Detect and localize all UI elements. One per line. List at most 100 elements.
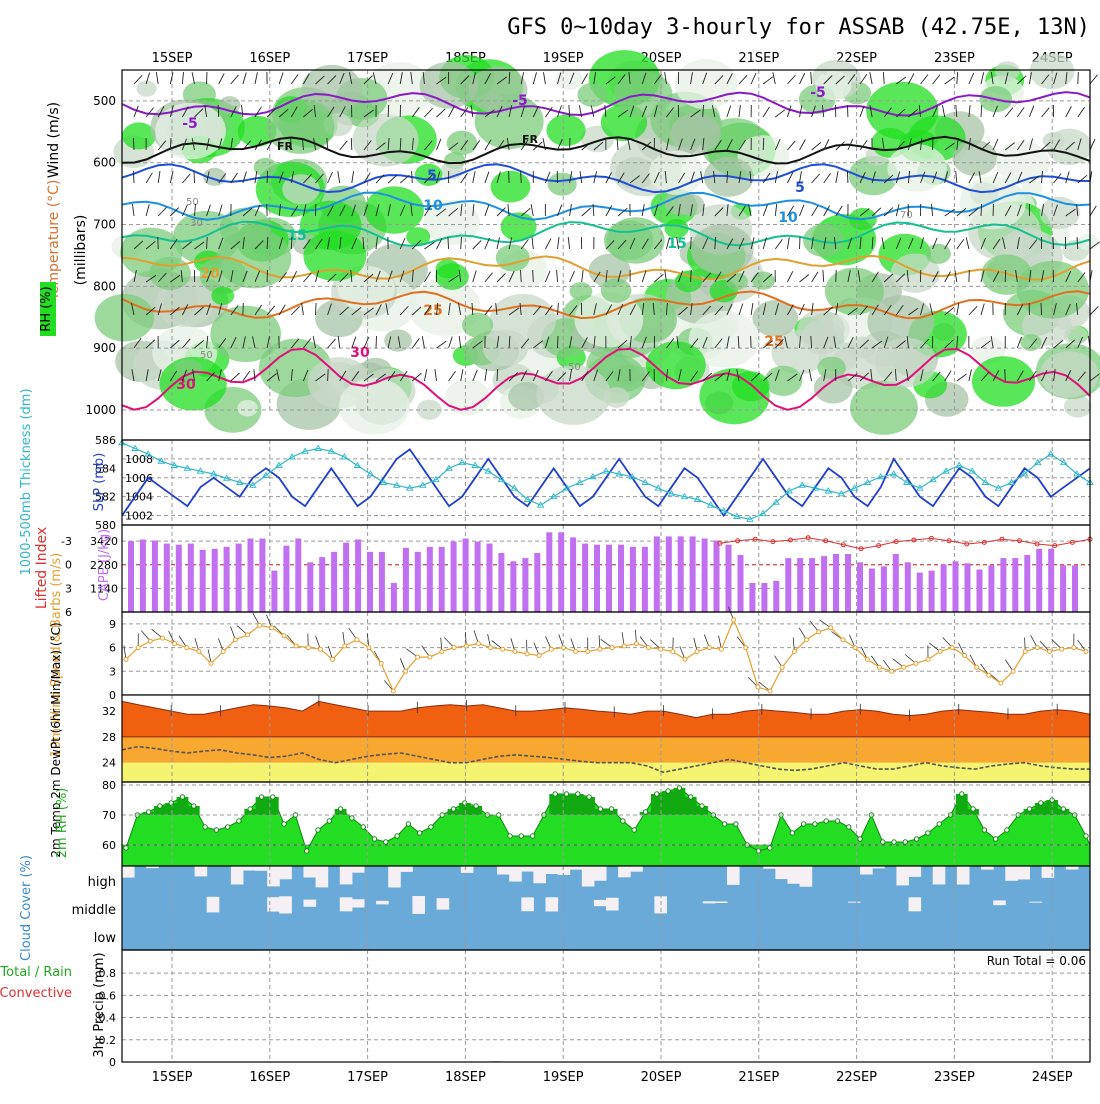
wind-speed-point [659,647,663,651]
wind-speed-point [975,665,979,669]
isotherm-label: 15 [287,228,306,244]
cape-bar [271,571,277,612]
cape-bar [415,552,421,612]
cape-bar [307,562,313,612]
rh-point [451,807,455,811]
wind-speed-point [744,646,748,650]
wind-barb [1090,306,1098,315]
cape-bar [1072,565,1078,612]
wind-barb [473,370,478,381]
wind-barb [981,105,982,117]
wind-barb [582,270,583,282]
rh-point [305,849,309,853]
rh2m-axis-label: 2m RH (%) [55,788,70,859]
wind-barb [170,171,173,183]
cloud-mid-cell [546,897,559,911]
rh-point [881,840,885,844]
cloud-high-cell [195,866,208,876]
wind-barb [328,339,336,348]
cape-bar [128,541,134,612]
precip-tick: 0 [109,1056,116,1069]
wind-barb [956,171,957,183]
wind-barb [231,373,240,381]
rh-shade-cell [548,172,577,195]
wind-speed-point [391,689,395,693]
rh-point [564,792,568,796]
cape-bar [953,561,959,612]
wind-barb [570,271,575,282]
wind-barb [422,336,424,348]
wind-barb [254,369,255,381]
rh-point [1039,801,1043,805]
run-total-label: Run Total = 0.06 [987,954,1086,968]
cape-bar [259,539,265,613]
wind-barb [485,205,489,216]
wind-barb [1042,108,1050,117]
rh-point [395,834,399,838]
rh-point [519,834,523,838]
wind-barb [558,336,559,348]
rh-point [813,822,817,826]
wind-speed-point [161,636,165,640]
wind-tick: 6 [109,642,116,655]
wind-barb [267,306,275,315]
wind-speed-point [331,657,335,661]
cape-bar [666,536,672,612]
wind-barb [533,270,534,282]
wind-barb [544,72,546,84]
wind-barb [291,74,298,84]
wind-barb [291,138,292,150]
rh-shade-cell [577,83,607,107]
cape-bar [797,558,803,612]
cape-bar [200,550,206,612]
wind-tick: 9 [109,618,116,631]
wind-barb [461,369,463,381]
cloud-high-cell [304,866,317,878]
wind-barb [158,207,166,216]
wind-barb [739,105,740,117]
temp-tick: 24 [102,757,116,770]
wind-speed-point [173,642,177,646]
wind-speed-point [707,646,711,650]
wind-barb [255,72,257,84]
wind-barb [449,371,456,381]
rh-point [666,789,670,793]
rh-point [417,831,421,835]
rh-axis-label: RH (%) [39,286,54,331]
wind-barb [473,271,476,283]
cape-bar [857,562,863,612]
cape-bar [487,544,493,612]
bottom-date-label: 20SEP [641,1070,682,1085]
wind-barb [1066,172,1070,184]
wind-speed-point [719,647,723,651]
wind-speed-point [1035,646,1039,650]
cloud-high-cell [243,866,256,871]
wind-barb [933,75,940,84]
wind-barb [424,369,426,381]
cloud-high-cell [388,866,401,887]
rh-band-base [122,845,1090,866]
wind-speed-point [197,650,201,654]
wind-barb [981,204,982,216]
rh-point [801,822,805,826]
rh-point [824,819,828,823]
cape-bar [678,536,684,612]
wind-barb [521,171,522,183]
bottom-date-label: 18SEP [445,1070,486,1085]
precip-total-label: Total / Rain [0,965,72,980]
cloud-axis-label: Cloud Cover (%) [19,855,34,961]
wind-barb [1005,270,1006,282]
wind-barb [787,141,795,150]
temp-band-mid [122,737,1090,763]
wind-tick: 3 [109,665,116,678]
wind-barb [328,172,333,183]
cloud-high-cell [352,866,365,873]
wind-barb [775,110,785,117]
cape-bar [248,539,254,613]
cloud-mid-cell [909,897,922,911]
wind-speed-point [440,650,444,654]
wind-barb [485,273,493,282]
rh-point [847,825,851,829]
